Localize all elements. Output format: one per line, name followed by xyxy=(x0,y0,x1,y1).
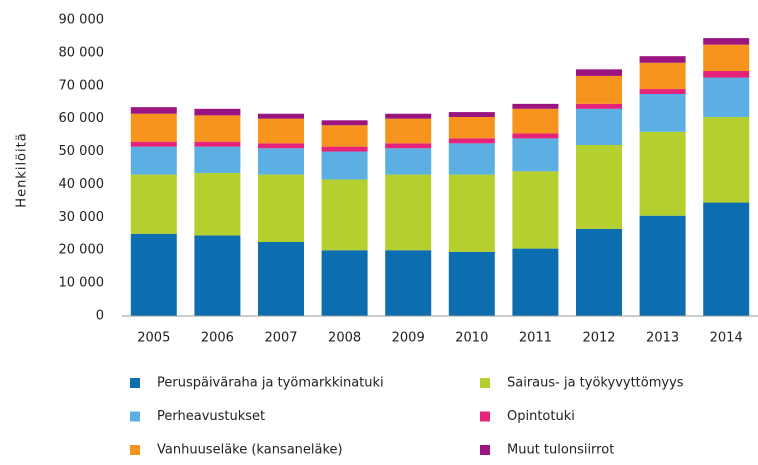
legend-swatch xyxy=(130,411,140,422)
bar-segment xyxy=(130,107,177,114)
y-tick-label: 90 000 xyxy=(59,13,105,28)
bar-segment xyxy=(448,174,495,252)
x-tick-label: 2009 xyxy=(392,331,425,346)
legend-label: Opintotuki xyxy=(507,409,575,424)
bar-segment xyxy=(448,117,495,139)
bar-segment xyxy=(703,44,750,71)
legend-swatch xyxy=(130,378,140,388)
bar-segment xyxy=(321,120,368,126)
y-tick-label: 10 000 xyxy=(59,276,105,291)
bar-segment xyxy=(385,118,432,144)
bar-segment xyxy=(512,133,559,139)
bar-segment xyxy=(448,138,495,144)
bar-segment xyxy=(194,172,241,236)
bar-segment xyxy=(639,62,686,90)
bar-segment xyxy=(130,174,177,234)
bar-segment xyxy=(321,179,368,251)
y-tick-label: 30 000 xyxy=(59,210,105,225)
bar-segment xyxy=(385,148,432,175)
bar-segment xyxy=(703,38,750,45)
bar-segment xyxy=(321,146,368,152)
legend-swatch xyxy=(480,378,490,388)
x-tick-label: 2005 xyxy=(137,331,170,346)
bar-segment xyxy=(321,125,368,147)
x-tick-label: 2014 xyxy=(710,331,743,346)
x-tick-label: 2008 xyxy=(328,331,361,346)
bar-segment xyxy=(258,143,304,149)
y-tick-label: 0 xyxy=(96,309,104,324)
bar-segment xyxy=(512,171,559,249)
x-tick-label: 2013 xyxy=(646,331,679,346)
bar-segment xyxy=(194,115,241,142)
x-tick-label: 2007 xyxy=(264,331,297,346)
x-tick-label: 2010 xyxy=(455,331,488,346)
bar-segment xyxy=(385,113,432,119)
bar-segment xyxy=(639,131,686,216)
bar-segment xyxy=(576,75,622,104)
bar-segment xyxy=(576,108,622,145)
y-tick-label: 80 000 xyxy=(59,45,105,60)
bar-segment xyxy=(194,235,241,316)
bar-segment xyxy=(130,113,177,142)
legend-label: Sairaus- ja työkyvyttömyys xyxy=(507,376,684,391)
bar-segment xyxy=(258,174,304,242)
bar-segment xyxy=(639,89,686,94)
bar-segment xyxy=(130,233,177,316)
legend-swatch xyxy=(480,445,490,455)
y-axis-label: Henkilöitä xyxy=(15,132,30,207)
x-tick-label: 2012 xyxy=(582,331,615,346)
bar-segment xyxy=(258,148,304,175)
bar-segment xyxy=(639,215,686,316)
bar-segment xyxy=(258,113,304,119)
bar-segment xyxy=(448,251,495,316)
bar-segment xyxy=(576,144,622,229)
bar-segment xyxy=(258,118,304,144)
bar-segment xyxy=(576,103,622,109)
legend-label: Perheavustukset xyxy=(157,409,265,424)
legend-swatch xyxy=(480,411,490,422)
bar-segment xyxy=(512,103,559,109)
legend-label: Peruspäiväraha ja työmarkkinatuki xyxy=(157,376,384,391)
legend-label: Muut tulonsiirrot xyxy=(507,443,614,458)
bar-segment xyxy=(703,77,750,118)
x-tick-label: 2011 xyxy=(519,331,552,346)
bar-segment xyxy=(385,174,432,251)
bar-segment xyxy=(703,202,750,316)
bar-segment xyxy=(703,117,750,203)
bar-segment xyxy=(576,228,622,316)
y-tick-label: 40 000 xyxy=(59,177,105,192)
bar-segment xyxy=(639,56,686,63)
y-tick-label: 60 000 xyxy=(59,111,105,126)
x-tick-label: 2006 xyxy=(201,331,234,346)
legend-label: Vanhuuseläke (kansaneläke) xyxy=(157,443,343,458)
y-tick-label: 50 000 xyxy=(59,144,105,159)
bar-segment xyxy=(448,143,495,175)
bar-segment xyxy=(512,108,559,134)
bar-segment xyxy=(130,141,177,147)
bar-segment xyxy=(194,146,241,173)
bar-segment xyxy=(703,70,750,78)
bar-segment xyxy=(194,141,241,147)
bar-segment xyxy=(130,146,177,175)
bar-segment xyxy=(321,250,368,316)
legend-swatch xyxy=(130,445,140,455)
y-tick-label: 20 000 xyxy=(59,243,105,258)
bar-segment xyxy=(576,69,622,76)
bar-segment xyxy=(258,242,304,316)
bar-segment xyxy=(321,151,368,180)
bar-segment xyxy=(512,248,559,316)
bar-segment xyxy=(194,108,241,116)
bar-segment xyxy=(512,138,559,172)
y-tick-label: 70 000 xyxy=(59,78,105,93)
bar-segment xyxy=(385,143,432,149)
bar-segment xyxy=(639,94,686,132)
bar-segment xyxy=(448,112,495,118)
bar-segment xyxy=(385,250,432,316)
